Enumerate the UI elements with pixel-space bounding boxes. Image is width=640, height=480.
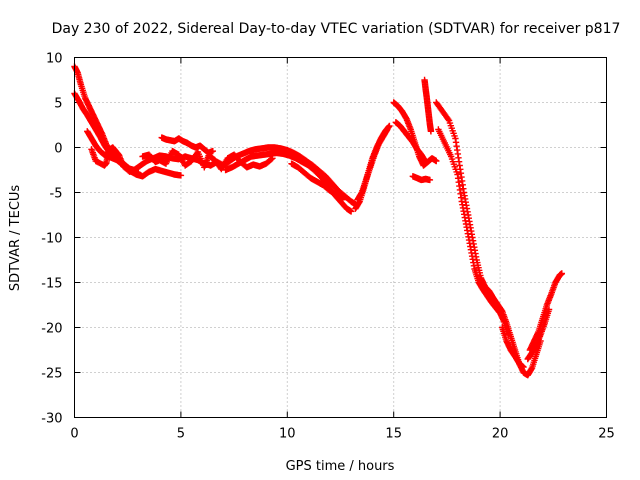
series-track-20-21-b	[499, 324, 527, 371]
y-tick-label: -15	[41, 277, 62, 292]
data-point	[422, 158, 429, 166]
x-tick-label: 15	[385, 427, 402, 442]
series-track-15-17-low	[409, 173, 434, 184]
data-point	[386, 122, 393, 130]
series-track-10-12	[288, 160, 346, 203]
data-point	[347, 208, 355, 215]
y-tick-label: -25	[41, 367, 62, 382]
plot-frame	[74, 57, 607, 418]
series-track-7-10-low	[222, 149, 355, 215]
tick-labels: 0 5 10 15 20 25 10 5 0 -5 -10 -15 -20 -25 -30	[41, 52, 615, 442]
data-point	[426, 176, 434, 184]
series-track-17-21-b	[435, 126, 512, 338]
series-track-15-17-b	[392, 119, 429, 166]
x-tick-label: 5	[177, 427, 185, 442]
x-axis-label: GPS time / hours	[286, 459, 395, 474]
x-tick-label: 10	[279, 427, 296, 442]
data-point	[209, 147, 217, 155]
data-point	[427, 128, 435, 135]
x-tick-label: 25	[598, 427, 615, 442]
data-point	[384, 126, 391, 133]
y-tick-label: -30	[41, 412, 62, 427]
data-point	[177, 172, 185, 179]
data-point	[433, 157, 440, 165]
y-tick-label: -10	[41, 232, 62, 247]
data-point	[545, 306, 553, 313]
series-track-17-21	[433, 99, 544, 379]
y-axis-label: SDTVAR / TECUs	[8, 185, 23, 292]
series-track-21-23-b	[524, 306, 553, 363]
series-track-7-9-extra	[224, 151, 276, 171]
y-tick-label: 5	[54, 97, 62, 112]
series-track-16-spike	[421, 76, 435, 135]
data-point	[269, 155, 276, 162]
x-tick-label: 0	[70, 427, 78, 442]
data-point	[520, 363, 527, 371]
series-track-21-23	[526, 270, 566, 354]
data-point	[558, 270, 566, 277]
chart-title: Day 230 of 2022, Sidereal Day-to-day VTE…	[52, 21, 621, 37]
grid	[74, 57, 607, 418]
series-track-2-5-low	[126, 165, 185, 180]
data-point	[339, 196, 346, 203]
data-marks	[71, 63, 566, 379]
y-tick-label: -5	[50, 187, 63, 202]
series-track-4-6-top	[158, 134, 217, 157]
y-tick-label: -20	[41, 322, 62, 337]
data-point	[338, 195, 345, 203]
y-tick-label: 10	[46, 52, 63, 67]
series-track-15-17	[390, 99, 440, 169]
x-tick-label: 20	[492, 427, 509, 442]
series-track-13-15-b	[354, 126, 391, 203]
data-point	[444, 116, 452, 123]
y-tick-label: 0	[54, 142, 62, 157]
data-point	[268, 155, 275, 163]
